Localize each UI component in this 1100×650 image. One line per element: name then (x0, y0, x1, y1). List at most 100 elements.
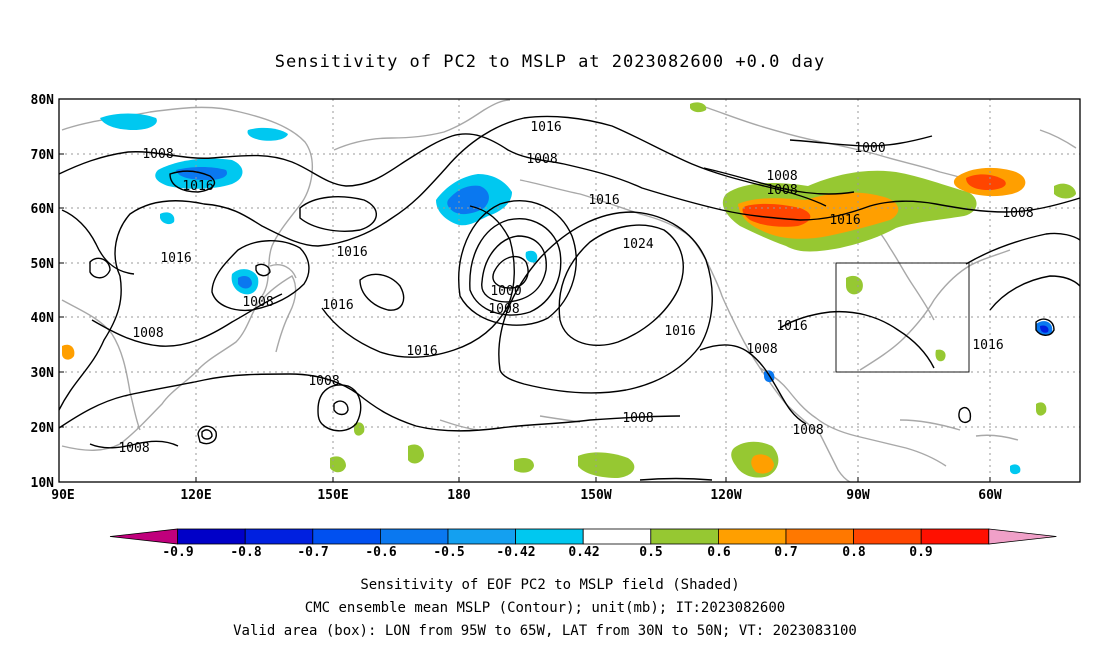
colorbar-label: 0.42 (568, 545, 599, 560)
negative-region-pacific (525, 250, 538, 263)
contour-label: 1000 (854, 141, 885, 156)
colorbar-swatch (244, 528, 314, 545)
colorbar-label: -0.6 (365, 545, 396, 560)
contour-1008-east-asia (91, 293, 283, 347)
negative-region-korea-core (238, 276, 252, 289)
positive-region-north-america-core (738, 192, 899, 239)
contour-low-2 (481, 235, 547, 303)
contour-label: 1024 (622, 237, 653, 252)
contour-small-ring-b (89, 257, 111, 279)
lon-tick-label: 120W (710, 488, 741, 503)
colorbar-swatches (109, 528, 1057, 545)
contour-label: 1008 (132, 326, 163, 341)
lat-tick-label: 80N (31, 93, 55, 108)
contour-label: 1008 (766, 183, 797, 198)
colorbar-swatch (447, 528, 516, 545)
captions: Sensitivity of EOF PC2 to MSLP field (Sh… (233, 577, 857, 639)
coastlines (61, 99, 1077, 483)
positive-region-eastern-us (846, 275, 863, 295)
positive-region-canada-east-peak (966, 174, 1006, 190)
colorbar-swatch (515, 528, 584, 545)
contour-1016-central (321, 205, 515, 358)
contour-label: 1008 (622, 411, 653, 426)
graticule (59, 99, 1080, 482)
contour-label: 1008 (766, 169, 797, 184)
positive-region-alaska (690, 102, 707, 113)
colorbar-swatch (785, 528, 854, 545)
negative-sensitivity-shading (100, 113, 1053, 475)
colorbar-label: 0.8 (842, 545, 866, 560)
positive-region-gulf-core (751, 454, 774, 474)
lat-tick-labels: 80N 70N 60N 50N 40N 30N 20N 10N (31, 93, 55, 491)
contour-small-ring-c (255, 263, 271, 277)
lat-tick-label: 50N (31, 257, 55, 272)
contour-label: 1016 (829, 213, 860, 228)
colorbar-swatch (177, 528, 246, 545)
colorbar-swatch (582, 528, 652, 545)
contour-1008-sw (89, 440, 179, 449)
positive-region-pacific-south-3 (514, 458, 534, 473)
negative-region-arctic-2 (247, 127, 288, 141)
contour-1016-high-outer (498, 211, 713, 394)
contour-label: 1008 (242, 295, 273, 310)
contour-low-4 (458, 200, 577, 326)
colorbar-label: 0.6 (707, 545, 731, 560)
colorbar-label: -0.8 (230, 545, 261, 560)
positive-region-atlantic (1036, 402, 1047, 416)
contour-label: 1016 (182, 179, 213, 194)
colorbar-labels: -0.9 -0.8 -0.7 -0.6 -0.5 -0.42 0.42 0.5 … (162, 545, 932, 560)
negative-region-arctic-1 (100, 113, 157, 130)
positive-region-pacific-south (578, 452, 635, 478)
positive-region-pacific-south-2 (408, 444, 424, 464)
contour-tc-2 (197, 425, 217, 445)
contour-1016-east-us (779, 310, 935, 369)
contour-label: 1016 (972, 338, 1003, 353)
colorbar-label: 0.9 (909, 545, 932, 560)
negative-region-caribbean (1010, 464, 1021, 475)
contour-label: 1008 (746, 342, 777, 357)
colorbar-arrow-high (988, 528, 1057, 545)
colorbar: -0.9 -0.8 -0.7 -0.6 -0.5 -0.42 0.42 0.5 … (109, 528, 1057, 560)
contour-tc-1 (201, 429, 213, 440)
contour-low-1 (492, 255, 529, 289)
positive-region-greenland (1054, 183, 1076, 199)
contour-1000-north (789, 135, 933, 147)
contour-label: 1008 (1002, 206, 1033, 221)
caption-contour: CMC ensemble mean MSLP (Contour); unit(m… (305, 600, 785, 616)
contour-1016-sib (169, 170, 216, 193)
colorbar-swatch (650, 528, 719, 545)
contour-low-3 (469, 218, 562, 316)
caption-shaded: Sensitivity of EOF PC2 to MSLP field (Sh… (360, 577, 739, 593)
colorbar-swatch (718, 528, 787, 545)
mslp-contours (58, 115, 1081, 481)
contour-ring-small-2 (317, 384, 362, 432)
contour-1016-aleut (299, 196, 377, 232)
colorbar-arrow-low (109, 528, 179, 545)
validation-box (835, 262, 970, 373)
contour-label: 1008 (118, 441, 149, 456)
negative-region-bering-core (447, 185, 489, 215)
colorbar-label: 0.7 (774, 545, 797, 560)
contour-1016-atlantic-2 (989, 275, 1081, 311)
contour-1024-high (558, 224, 684, 346)
contour-1016-japan (211, 240, 310, 312)
colorbar-swatch (920, 528, 990, 545)
contour-1008-eastpac (699, 344, 807, 425)
contour-1016-ring-2 (359, 273, 405, 311)
contour-label: 1016 (530, 120, 561, 135)
contour-label: 1000 (490, 284, 521, 299)
lon-tick-label: 60W (978, 488, 1002, 503)
lon-tick-label: 120E (180, 488, 211, 503)
contour-labels: 1016 1008 1008 1016 1016 1016 1008 1008 … (118, 120, 1033, 456)
lat-tick-label: 40N (31, 311, 55, 326)
map-panel: 1016 1008 1008 1016 1016 1016 1008 1008 … (31, 93, 1081, 503)
positive-region-pacific-south-4 (330, 456, 346, 473)
contour-1008-north (58, 133, 1081, 221)
lon-tick-label: 90E (51, 488, 74, 503)
contour-label: 1016 (776, 319, 807, 334)
contour-ring-small (333, 400, 349, 416)
contour-label: 1016 (664, 324, 695, 339)
contour-atlantic-low (1035, 318, 1055, 336)
lat-tick-label: 60N (31, 202, 55, 217)
